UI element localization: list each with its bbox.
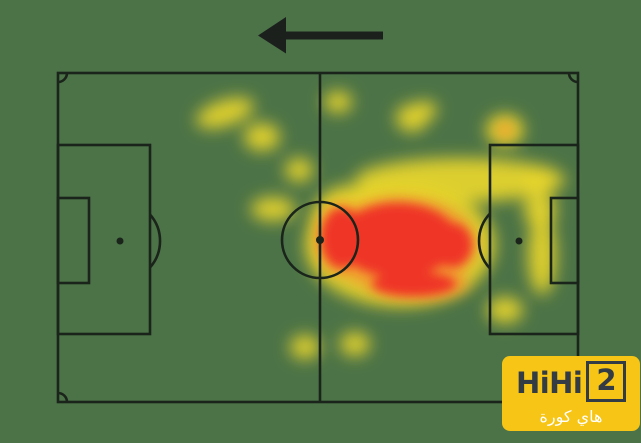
heat-blob-low [487,297,523,323]
heat-blob-high [372,272,456,296]
heat-blob-low [285,158,313,182]
heat-blob-low [251,197,295,221]
right-goal-area [549,196,580,285]
right-penalty-spot [515,237,523,245]
heat-blob-low [244,123,280,151]
heat-blob-medium [496,123,514,137]
heat-blob-high [321,208,363,268]
centre-spot [316,236,324,244]
heat-blob-low [340,332,370,356]
heat-blob-low [290,335,320,359]
corner-arc-bottom-left [57,391,69,403]
heat-layer-high [321,203,472,296]
left-goal-area [56,196,91,285]
centre-circle [280,200,360,280]
brand-number-badge: 2 [586,361,627,402]
heat-blob-low [413,101,437,119]
corner-arc-top-left [57,72,69,84]
heat-blob-high [338,203,458,277]
brand-name-text: HiHi [515,366,583,400]
heatmap-layer [196,91,565,359]
right-penalty-arc [477,212,491,270]
heat-blob-low [324,91,352,113]
heat-blob-low [196,97,254,129]
left-penalty-area [56,143,152,336]
corner-arc-top-right [567,72,579,84]
attack-direction-left-arrow-icon [258,17,383,54]
brand-logo: HiHi 2 هاي كورة [502,356,640,431]
left-penalty-spot [116,237,124,245]
brand-name: HiHi 2 [515,361,627,404]
heat-blob-high [432,223,472,267]
heat-blob-low [528,215,556,295]
left-penalty-arc [149,213,162,269]
brand-tagline-arabic: هاي كورة [539,407,603,426]
